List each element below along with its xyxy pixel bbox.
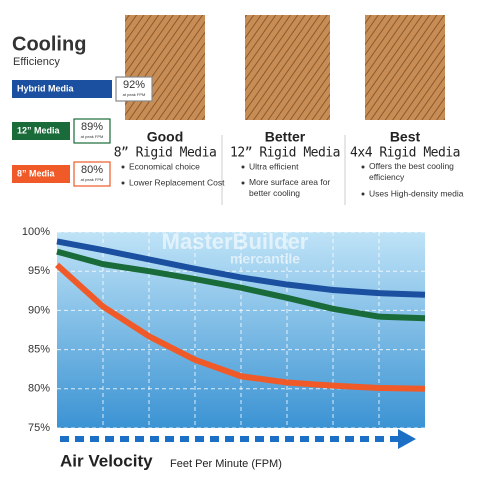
legend-swatch <box>12 165 70 183</box>
watermark: mercantile <box>230 251 300 267</box>
axis-arrow-head <box>398 429 416 449</box>
y-tick-label: 100% <box>22 226 50 238</box>
bullet-dot <box>121 181 125 185</box>
legend-peak-note: at peak FPM <box>81 177 104 182</box>
legend-swatch <box>12 122 70 140</box>
product-bullet: More surface area for better cooling <box>249 177 330 198</box>
product-image <box>245 15 330 120</box>
y-tick-label: 95% <box>28 265 50 277</box>
series-line <box>54 262 426 392</box>
legend-peak: 92% <box>123 79 145 91</box>
product-name: 12” Rigid Media <box>230 146 340 161</box>
product-bullet: Uses High-density media <box>369 188 464 198</box>
legend-label: 8” Media <box>17 168 56 178</box>
series-line <box>56 238 426 298</box>
x-axis-label: Air Velocity <box>60 451 153 470</box>
legend-peak-note: at peak FPM <box>123 92 146 97</box>
bullet-dot <box>361 165 365 169</box>
product-image <box>125 15 205 120</box>
product-rank: Best <box>390 129 421 145</box>
product-bullet: Economical choice <box>129 161 200 171</box>
legend-peak-note: at peak FPM <box>81 134 104 139</box>
product-rank: Good <box>147 129 184 145</box>
y-tick-label: 80% <box>28 383 50 395</box>
product-bullet: Lower Replacement Cost <box>129 177 225 187</box>
product-image <box>365 15 445 120</box>
legend-peak: 89% <box>81 121 103 133</box>
product-bullet: Offers the best cooling efficiency <box>369 161 454 182</box>
y-tick-label: 85% <box>28 344 50 356</box>
legend-peak-box <box>73 118 111 144</box>
title: Cooling <box>12 33 86 55</box>
x-axis-sublabel: Feet Per Minute (FPM) <box>170 458 282 470</box>
y-tick-label: 75% <box>28 422 50 434</box>
legend-peak-box <box>73 161 111 187</box>
y-tick-label: 90% <box>28 304 50 316</box>
legend-peak: 80% <box>81 164 103 176</box>
legend-peak-box <box>115 76 153 102</box>
legend-swatch <box>12 80 112 98</box>
product-name: 4x4 Rigid Media <box>350 146 460 161</box>
product-bullet: Ultra efficient <box>249 161 299 171</box>
product-rank: Better <box>265 129 306 145</box>
legend-label: 12” Media <box>17 125 61 135</box>
watermark: MasterBuilder <box>162 229 309 254</box>
product-name: 8” Rigid Media <box>114 146 217 161</box>
bullet-dot <box>361 192 365 196</box>
bullet-dot <box>241 181 245 185</box>
legend-label: Hybrid Media <box>17 83 75 93</box>
bullet-dot <box>241 165 245 169</box>
bullet-dot <box>121 165 125 169</box>
subtitle: Efficiency <box>13 56 60 68</box>
series-line <box>56 248 426 322</box>
